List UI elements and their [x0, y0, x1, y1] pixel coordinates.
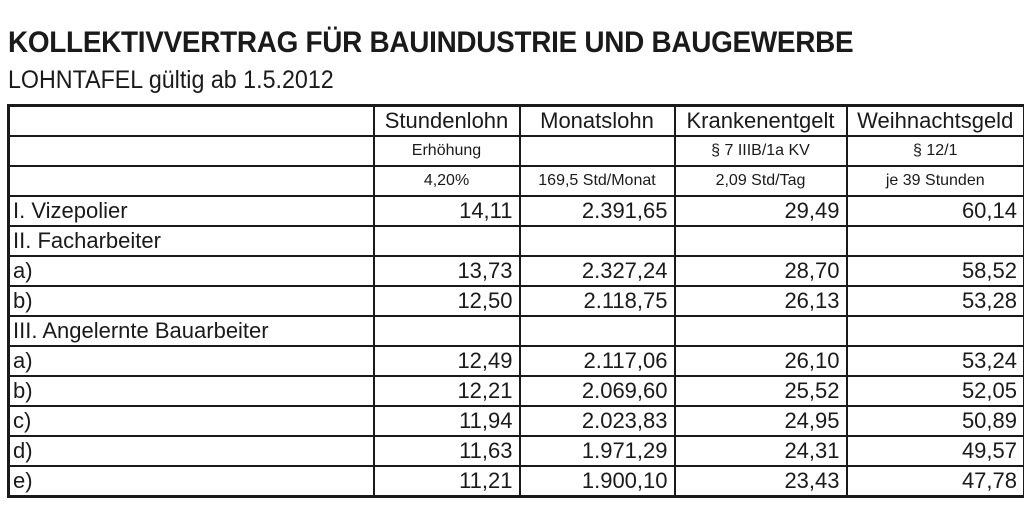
- table-row: II. Facharbeiter: [7, 225, 1024, 257]
- value-cell: 58,52: [845, 255, 1024, 287]
- row-label-cell: a): [7, 345, 375, 377]
- value-cell: Erhöhung: [372, 135, 521, 167]
- value-cell: 11,94: [372, 405, 521, 437]
- value-cell: Weihnachtsgeld: [845, 104, 1024, 137]
- table-row: e) 11,21 1.900,10 23,43 47,78: [7, 465, 1024, 498]
- value-cell: 13,73: [372, 255, 521, 287]
- value-cell: 25,52: [673, 375, 848, 407]
- row-label-cell: [7, 165, 375, 197]
- table-row: d) 11,63 1.971,29 24,31 49,57: [7, 435, 1024, 467]
- value-cell: 169,5 Std/Monat: [518, 165, 676, 197]
- value-cell: Krankenentgelt: [673, 104, 848, 137]
- value-cell: [372, 225, 521, 257]
- value-cell: § 12/1: [845, 135, 1024, 167]
- value-cell: 24,31: [673, 435, 848, 467]
- value-cell: 29,49: [673, 195, 848, 227]
- value-cell: 14,11: [372, 195, 521, 227]
- value-cell: 53,24: [845, 345, 1024, 377]
- row-label-cell: [7, 135, 375, 167]
- table-row: III. Angelernte Bauarbeiter: [7, 315, 1024, 347]
- value-cell: 1.900,10: [518, 465, 676, 498]
- value-cell: [845, 315, 1024, 347]
- value-cell: 28,70: [673, 255, 848, 287]
- value-cell: 11,63: [372, 435, 521, 467]
- value-cell: 4,20%: [372, 165, 521, 197]
- value-cell: 50,89: [845, 405, 1024, 437]
- value-cell: 26,10: [673, 345, 848, 377]
- value-cell: [518, 225, 676, 257]
- table-row: a) 13,73 2.327,24 28,70 58,52: [7, 255, 1024, 287]
- row-label-cell: III. Angelernte Bauarbeiter: [7, 315, 375, 347]
- table-row: c) 11,94 2.023,83 24,95 50,89: [7, 405, 1024, 437]
- value-cell: 23,43: [673, 465, 848, 498]
- value-cell: [673, 315, 848, 347]
- document-title: KOLLEKTIVVERTRAG FÜR BAUINDUSTRIE UND BA…: [8, 26, 854, 59]
- value-cell: 2.023,83: [518, 405, 676, 437]
- value-cell: [372, 315, 521, 347]
- row-label-cell: I. Vizepolier: [7, 195, 375, 227]
- row-label-cell: c): [7, 405, 375, 437]
- row-label-cell: b): [7, 375, 375, 407]
- row-label-cell: a): [7, 255, 375, 287]
- value-cell: [845, 225, 1024, 257]
- value-cell: 52,05: [845, 375, 1024, 407]
- value-cell: 2.069,60: [518, 375, 676, 407]
- wage-table: Stundenlohn Monatslohn Krankenentgelt Weihn…: [7, 104, 1024, 498]
- table-row: b) 12,21 2.069,60 25,52 52,05: [7, 375, 1024, 407]
- value-cell: 60,14: [845, 195, 1024, 227]
- row-label-cell: b): [7, 285, 375, 317]
- value-cell: 49,57: [845, 435, 1024, 467]
- table-row: a) 12,49 2.117,06 26,10 53,24: [7, 345, 1024, 377]
- table-row: I. Vizepolier 14,11 2.391,65 29,49 60,14: [7, 195, 1024, 227]
- subheader-row: Erhöhung § 7 IIIB/1a KV § 12/1: [7, 135, 1024, 167]
- value-cell: 12,21: [372, 375, 521, 407]
- value-cell: § 7 IIIB/1a KV: [673, 135, 848, 167]
- value-cell: 2,09 Std/Tag: [673, 165, 848, 197]
- value-cell: 12,50: [372, 285, 521, 317]
- subheader-row: 4,20% 169,5 Std/Monat 2,09 Std/Tag je 39 St…: [7, 165, 1024, 197]
- row-label-cell: e): [7, 465, 375, 498]
- value-cell: 53,28: [845, 285, 1024, 317]
- value-cell: je 39 Stunden: [845, 165, 1024, 197]
- row-label-cell: [7, 104, 375, 137]
- value-cell: [518, 135, 676, 167]
- document-subtitle: LOHNTAFEL gültig ab 1.5.2012: [8, 66, 334, 94]
- value-cell: 2.118,75: [518, 285, 676, 317]
- value-cell: 26,13: [673, 285, 848, 317]
- value-cell: Stundenlohn: [372, 104, 521, 137]
- value-cell: [518, 315, 676, 347]
- value-cell: [673, 225, 848, 257]
- row-label-cell: d): [7, 435, 375, 467]
- table-row: b) 12,50 2.118,75 26,13 53,28: [7, 285, 1024, 317]
- value-cell: 11,21: [372, 465, 521, 498]
- value-cell: 12,49: [372, 345, 521, 377]
- value-cell: Monatslohn: [518, 104, 676, 137]
- row-label-cell: II. Facharbeiter: [7, 225, 375, 257]
- value-cell: 2.117,06: [518, 345, 676, 377]
- header-row: Stundenlohn Monatslohn Krankenentgelt Weihn…: [7, 104, 1024, 137]
- value-cell: 2.327,24: [518, 255, 676, 287]
- value-cell: 2.391,65: [518, 195, 676, 227]
- value-cell: 24,95: [673, 405, 848, 437]
- value-cell: 47,78: [845, 465, 1024, 498]
- value-cell: 1.971,29: [518, 435, 676, 467]
